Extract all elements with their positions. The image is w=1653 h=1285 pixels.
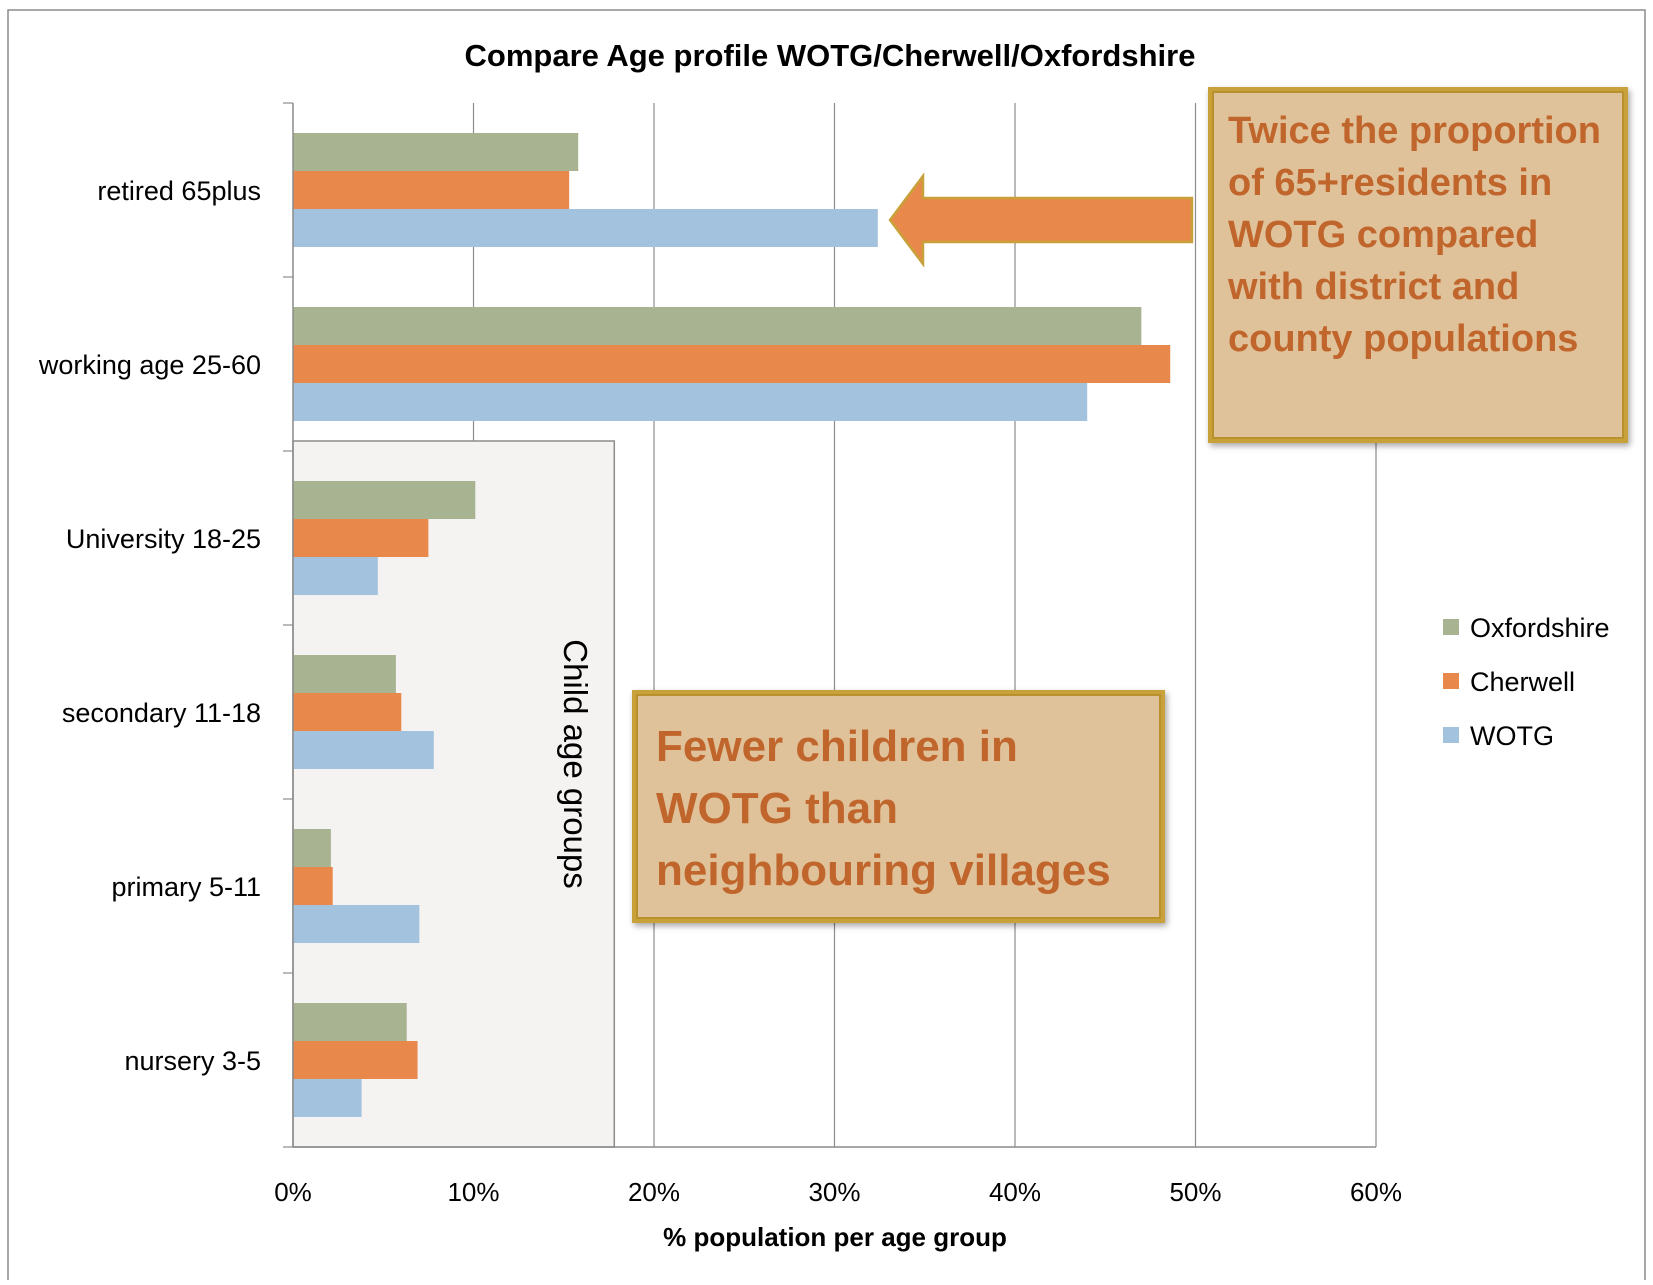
- callout-fewer-children: Fewer children in WOTG than neighbouring…: [632, 690, 1165, 923]
- bar-oxfordshire-working-age-25-60: [293, 307, 1141, 345]
- bar-oxfordshire-secondary-11-18: [293, 655, 396, 693]
- category-label: nursery 3-5: [124, 1046, 261, 1076]
- bar-wotg-secondary-11-18: [293, 731, 434, 769]
- x-tick-label: 20%: [628, 1177, 680, 1207]
- bar-cherwell-secondary-11-18: [293, 693, 401, 731]
- bar-wotg-primary-5-11: [293, 905, 419, 943]
- category-label: University 18-25: [66, 524, 261, 554]
- callout-older-residents: Twice the proportion of 65+residents in …: [1208, 87, 1628, 443]
- bar-cherwell-university-18-25: [293, 519, 428, 557]
- legend-swatch-oxfordshire: [1443, 619, 1459, 635]
- bar-wotg-nursery-3-5: [293, 1079, 362, 1117]
- bar-oxfordshire-primary-5-11: [293, 829, 331, 867]
- category-label: retired 65plus: [97, 176, 261, 206]
- x-tick-label: 0%: [274, 1177, 312, 1207]
- x-tick-label: 50%: [1169, 1177, 1221, 1207]
- legend-label-cherwell: Cherwell: [1470, 667, 1575, 697]
- bar-cherwell-retired-65plus: [293, 171, 569, 209]
- x-tick-label: 30%: [808, 1177, 860, 1207]
- legend-swatch-cherwell: [1443, 673, 1459, 689]
- legend-swatch-wotg: [1443, 727, 1459, 743]
- category-label: primary 5-11: [111, 872, 261, 902]
- x-axis-title: % population per age group: [663, 1222, 1007, 1252]
- bar-cherwell-working-age-25-60: [293, 345, 1170, 383]
- bar-wotg-retired-65plus: [293, 209, 878, 247]
- bar-oxfordshire-retired-65plus: [293, 133, 578, 171]
- x-tick-label: 40%: [989, 1177, 1041, 1207]
- category-label: secondary 11-18: [62, 698, 261, 728]
- bar-wotg-working-age-25-60: [293, 383, 1087, 421]
- bar-oxfordshire-nursery-3-5: [293, 1003, 407, 1041]
- bar-wotg-university-18-25: [293, 557, 378, 595]
- legend-label-wotg: WOTG: [1470, 721, 1554, 751]
- chart-title: Compare Age profile WOTG/Cherwell/Oxford…: [465, 38, 1196, 73]
- category-label: working age 25-60: [38, 350, 261, 380]
- legend-label-oxfordshire: Oxfordshire: [1470, 613, 1610, 643]
- bar-oxfordshire-university-18-25: [293, 481, 475, 519]
- x-tick-label: 60%: [1350, 1177, 1402, 1207]
- bar-cherwell-nursery-3-5: [293, 1041, 418, 1079]
- child-age-groups-label: Child age groups: [557, 639, 594, 889]
- x-tick-label: 10%: [447, 1177, 499, 1207]
- bar-cherwell-primary-5-11: [293, 867, 333, 905]
